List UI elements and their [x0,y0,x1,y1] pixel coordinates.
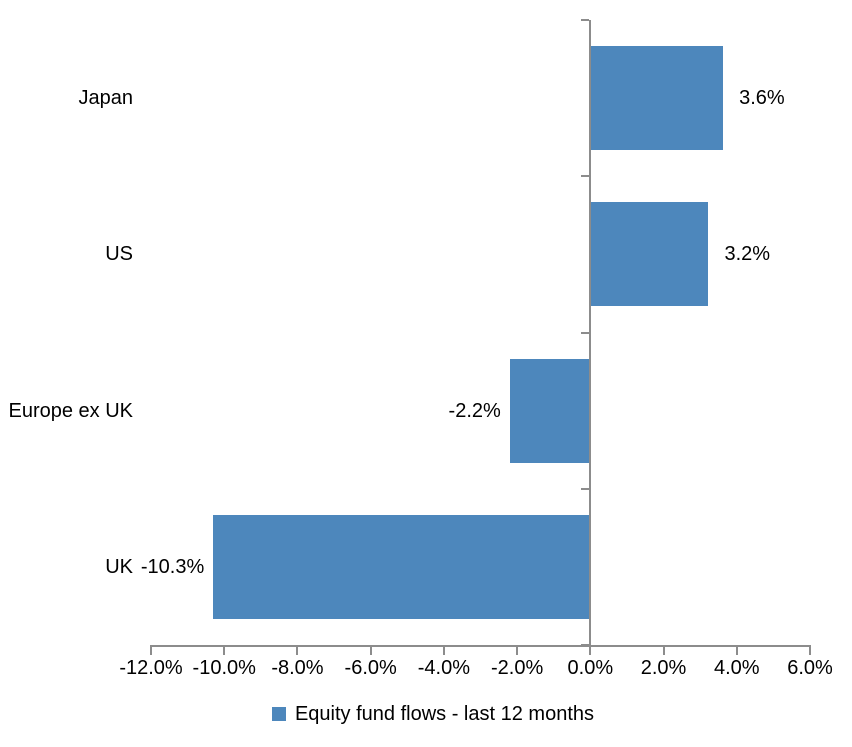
x-axis-tick [735,647,738,655]
bar-us [591,202,709,307]
x-tick-label: -12.0% [119,657,183,679]
data-label-japan: 3.6% [739,87,785,110]
x-tick-label: -8.0% [271,657,324,679]
y-axis-tick [581,19,590,21]
x-axis-tick [589,647,592,655]
x-axis-tick [662,647,665,655]
data-label-us: 3.2% [724,243,771,266]
x-axis-tick [223,647,226,655]
legend: Equity fund flows - last 12 months [0,704,852,724]
x-axis-line [150,645,811,647]
x-axis-tick [296,647,299,655]
category-label-uk: UK [105,555,133,578]
bar-uk [213,514,591,619]
category-label-japan: Japan [78,87,134,110]
y-axis-tick [581,644,590,646]
legend-marker-icon [271,707,286,721]
x-tick-label: 6.0% [787,657,833,679]
data-label-europe-ex-uk: -2.2% [448,399,501,422]
bar-europe-ex-uk [509,358,591,463]
legend-label: Equity fund flows - last 12 months [294,703,595,725]
x-tick-label: 0.0% [567,657,614,679]
y-axis-tick [581,175,590,178]
x-axis-tick [150,647,152,655]
x-axis-tick [369,647,372,655]
y-axis-tick [581,487,590,490]
y-axis-line [589,20,592,645]
y-axis-tick [581,331,590,334]
x-tick-label: -6.0% [344,657,397,679]
x-tick-label: 4.0% [713,657,760,679]
x-tick-label: -10.0% [192,657,256,679]
bar-japan [591,46,724,151]
x-tick-label: -4.0% [417,657,470,679]
x-axis-tick [809,647,811,655]
data-label-uk: -10.3% [140,555,205,578]
category-label-us: US [105,243,133,266]
x-axis-tick [442,647,445,655]
x-axis-tick [516,647,519,655]
x-tick-label: -2.0% [490,657,544,679]
x-tick-label: 2.0% [640,657,687,679]
category-label-europe-ex-uk: Europe ex UK [8,399,133,422]
